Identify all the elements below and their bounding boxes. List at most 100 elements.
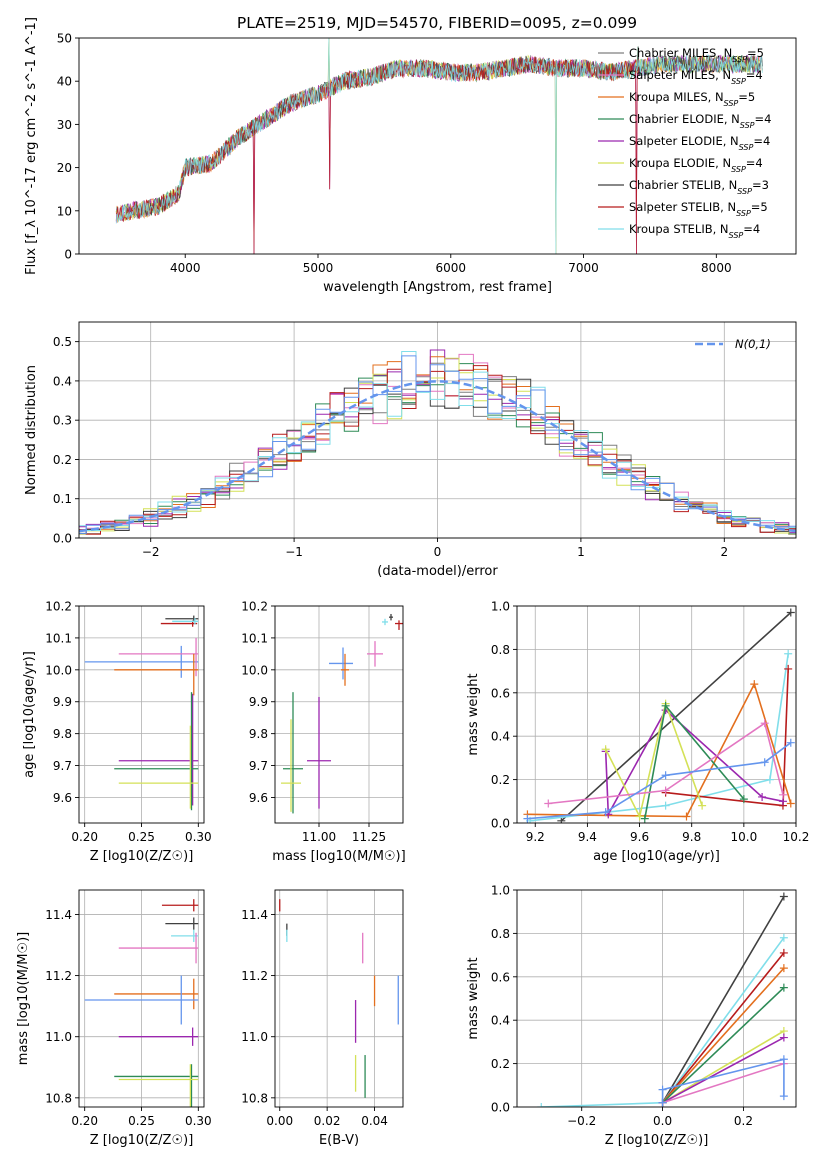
errorbar-point (382, 618, 388, 626)
chart-weight_vs_age: 9.2 9.4 9.6 9.8 10.0 10.2 0.0 0.2 0.4 0.6 0.8 1.0 ag… (466, 600, 809, 865)
weight-marker (661, 771, 670, 780)
y-tick-label: 0.8 (491, 643, 510, 657)
x-tick-label: 11.00 (302, 830, 336, 844)
errorbar-point (395, 620, 403, 630)
weight-marker (557, 816, 566, 823)
x-tick-label: −1 (285, 545, 303, 559)
errorbar-point (84, 975, 199, 1025)
spectrum-line (115, 56, 640, 254)
x-axis-label: Z [log10(Z/Z☉)] (90, 1133, 194, 1148)
weight-marker (661, 801, 670, 810)
histogram-series (79, 355, 796, 535)
weight-line (560, 611, 792, 822)
weight-series (557, 608, 795, 823)
chart-spectrum: 4000 5000 6000 7000 8000 0 10 20 30 40 50 wavelengt… (24, 17, 797, 295)
y-tick-label: 9.6 (53, 791, 72, 805)
errorbar-point (118, 1064, 199, 1107)
errorbar-point (281, 719, 301, 812)
weight-marker (779, 1092, 788, 1101)
y-tick-label: 9.9 (53, 695, 72, 709)
errorbar-point (307, 696, 331, 809)
axes-frame (516, 889, 797, 1108)
chart-mass_vs_ebv: 0.00 0.02 0.04 10.8 11.0 11.2 11.4 E(B-V) (241, 889, 404, 1148)
weight-marker (779, 1033, 788, 1042)
weight-marker (779, 892, 788, 901)
y-tick-label: 10.0 (45, 663, 72, 677)
x-tick-label: 0.30 (185, 830, 212, 844)
x-tick-label: 11.25 (352, 830, 386, 844)
y-tick-label: 11.4 (45, 908, 72, 922)
y-tick-label: 50 (57, 32, 72, 46)
weight-marker (601, 808, 610, 817)
weight-marker (778, 790, 787, 799)
errorbar-point (114, 1064, 199, 1107)
y-tick-label: 10 (57, 204, 72, 218)
y-tick-label: 0.4 (491, 730, 510, 744)
weight-line (662, 1036, 785, 1104)
errorbar-point (367, 641, 383, 667)
axes-frame (274, 889, 404, 1108)
weight-line (661, 896, 785, 1104)
legend-entry: Salpeter MILES, NSSP=4 (629, 68, 763, 86)
weight-series (601, 699, 707, 821)
y-tick-label: 9.9 (249, 695, 268, 709)
weight-line (548, 721, 784, 805)
x-tick-label: 0.30 (185, 1114, 212, 1128)
errorbar-point (161, 899, 199, 912)
plot-area (537, 892, 788, 1107)
y-tick-label: 11.4 (241, 908, 268, 922)
x-tick-label: 0.02 (314, 1114, 341, 1128)
weight-series (640, 701, 748, 823)
errorbar-point (84, 645, 199, 678)
weight-line (662, 967, 785, 1104)
weight-marker (786, 738, 795, 747)
weight-marker (784, 649, 793, 658)
y-tick-label: 9.8 (249, 727, 268, 741)
y-tick-label: 11.2 (45, 969, 72, 983)
weight-marker (523, 814, 532, 823)
chart-weight_vs_Z: −0.2 0.0 0.2 0.0 0.2 0.4 0.6 0.8 1.0 Z [log10(Z/Z… (466, 884, 797, 1148)
plot-area (115, 38, 763, 254)
weight-marker (601, 745, 610, 754)
axes-frame (78, 37, 797, 255)
weight-marker (635, 812, 644, 821)
y-tick-label: 1.0 (491, 600, 510, 614)
weight-series (523, 680, 795, 821)
weight-marker (779, 983, 788, 992)
x-tick-label: 0.25 (128, 1114, 155, 1128)
y-tick-label: 0 (64, 248, 72, 262)
x-axis-label: Z [log10(Z/Z☉)] (90, 849, 194, 864)
chart-age_vs_Z: 0.20 0.25 0.30 9.6 9.7 9.8 9.9 10.0 10.1 10.2 Z [l… (22, 600, 212, 865)
y-tick-label: 9.6 (249, 791, 268, 805)
errorbar-point (118, 725, 199, 809)
axes-frame (274, 605, 404, 824)
y-axis-label: Flux [f_λ 10^-17 erg cm^-2 s^-1 A^-1] (24, 17, 39, 275)
spectrum-line (115, 38, 763, 254)
weight-marker (779, 1055, 788, 1064)
x-axis-label: E(B-V) (319, 1133, 359, 1148)
weight-marker (760, 758, 769, 767)
x-tick-label: 9.2 (526, 830, 545, 844)
x-tick-label: 8000 (701, 261, 732, 275)
legend-entry: Salpeter ELODIE, NSSP=4 (629, 134, 770, 152)
y-tick-label: 10.1 (241, 631, 268, 645)
y-tick-label: 0.2 (53, 453, 72, 467)
y-tick-label: 10.8 (241, 1091, 268, 1105)
x-tick-label: 0.2 (734, 1114, 753, 1128)
x-tick-label: 6000 (436, 261, 467, 275)
weight-marker (779, 933, 788, 942)
x-tick-label: 0.0 (653, 1114, 672, 1128)
x-axis-label: wavelength [Angstrom, rest frame] (323, 280, 552, 295)
x-axis-label: Z [log10(Z/Z☉)] (605, 1133, 709, 1148)
x-tick-label: −2 (142, 545, 160, 559)
weight-marker (658, 1085, 667, 1094)
weight-line (604, 700, 703, 819)
legend-entry: Salpeter STELIB, NSSP=5 (629, 200, 768, 218)
plot-area (523, 608, 795, 823)
figure-title: PLATE=2519, MJD=54570, FIBERID=0095, z=0… (237, 14, 637, 32)
weight-series (523, 738, 795, 823)
y-tick-label: 30 (57, 118, 72, 132)
y-tick-label: 0.6 (491, 686, 510, 700)
legend-entry: Kroupa MILES, NSSP=5 (629, 90, 755, 108)
